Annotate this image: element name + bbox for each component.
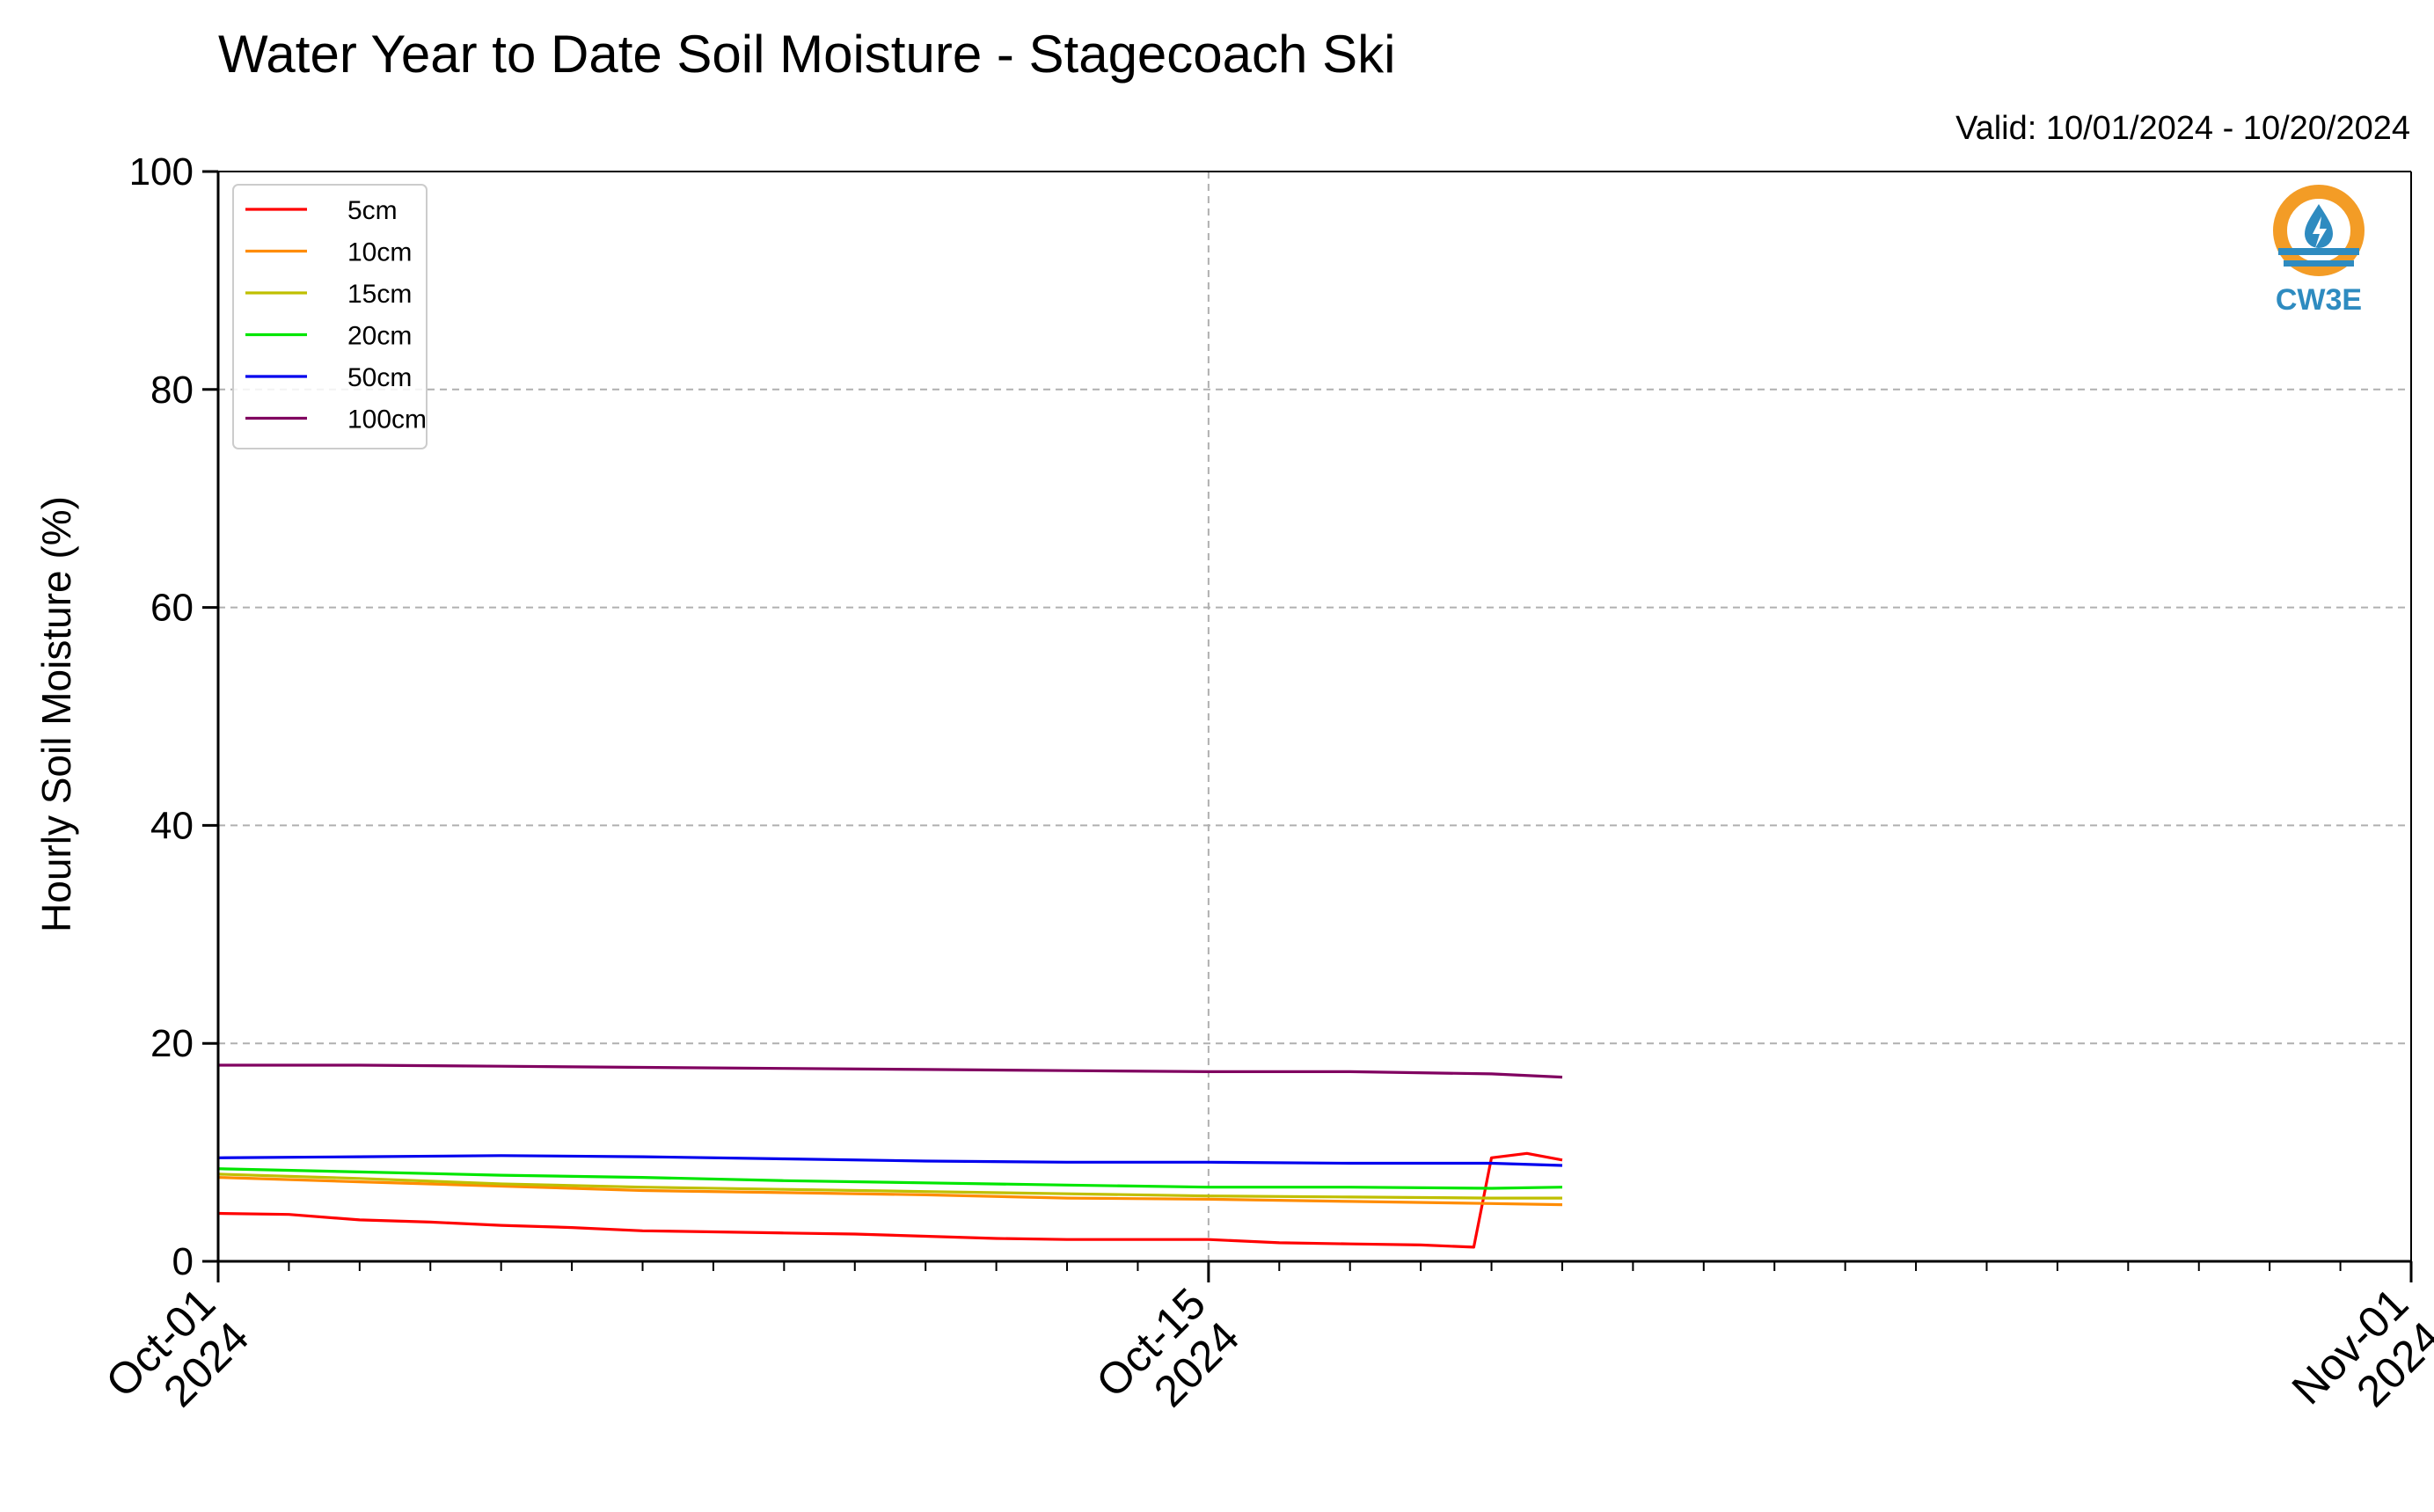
- grid-lines: [218, 172, 2411, 1261]
- series-line-50cm: [217, 1154, 1563, 1167]
- chart-subtitle: Valid: 10/01/2024 - 10/20/2024: [1955, 110, 2410, 147]
- series-line-15cm: [217, 1172, 1562, 1200]
- y-tick-label: 0: [172, 1240, 194, 1283]
- y-axis-label: Hourly Soil Moisture (%): [33, 496, 79, 932]
- y-tick-label: 40: [150, 804, 194, 847]
- logo-wave: [2284, 260, 2354, 267]
- axes: [216, 171, 2412, 1263]
- legend-label: 5cm: [347, 196, 398, 225]
- legend-label: 100cm: [347, 405, 427, 435]
- series-line-20cm: [217, 1167, 1563, 1190]
- series-lines: [217, 1063, 1563, 1249]
- series-line-100cm: [218, 1063, 1563, 1079]
- y-tick-label: 60: [150, 587, 194, 630]
- legend-label: 20cm: [347, 322, 412, 351]
- logo-text: CW3E: [2276, 283, 2362, 317]
- lightning-icon: [2313, 216, 2327, 248]
- logo-wave: [2278, 248, 2359, 255]
- logo-ring: [2273, 185, 2365, 276]
- series-line-10cm: [217, 1176, 1563, 1207]
- y-tick-label: 20: [150, 1022, 194, 1065]
- legend-label: 10cm: [347, 238, 412, 267]
- series-line-5cm: [217, 1151, 1563, 1249]
- legend-label: 15cm: [347, 280, 412, 309]
- cw3e-logo: CW3E: [2273, 185, 2365, 317]
- legend-label: 50cm: [347, 363, 412, 392]
- y-tick-label: 80: [150, 369, 194, 412]
- y-tick-label: 100: [129, 150, 194, 194]
- legend: 5cm 10cm 15cm 20cm 50cm 100cm: [232, 184, 428, 449]
- chart-title: Water Year to Date Soil Moisture - Stage…: [218, 25, 1395, 84]
